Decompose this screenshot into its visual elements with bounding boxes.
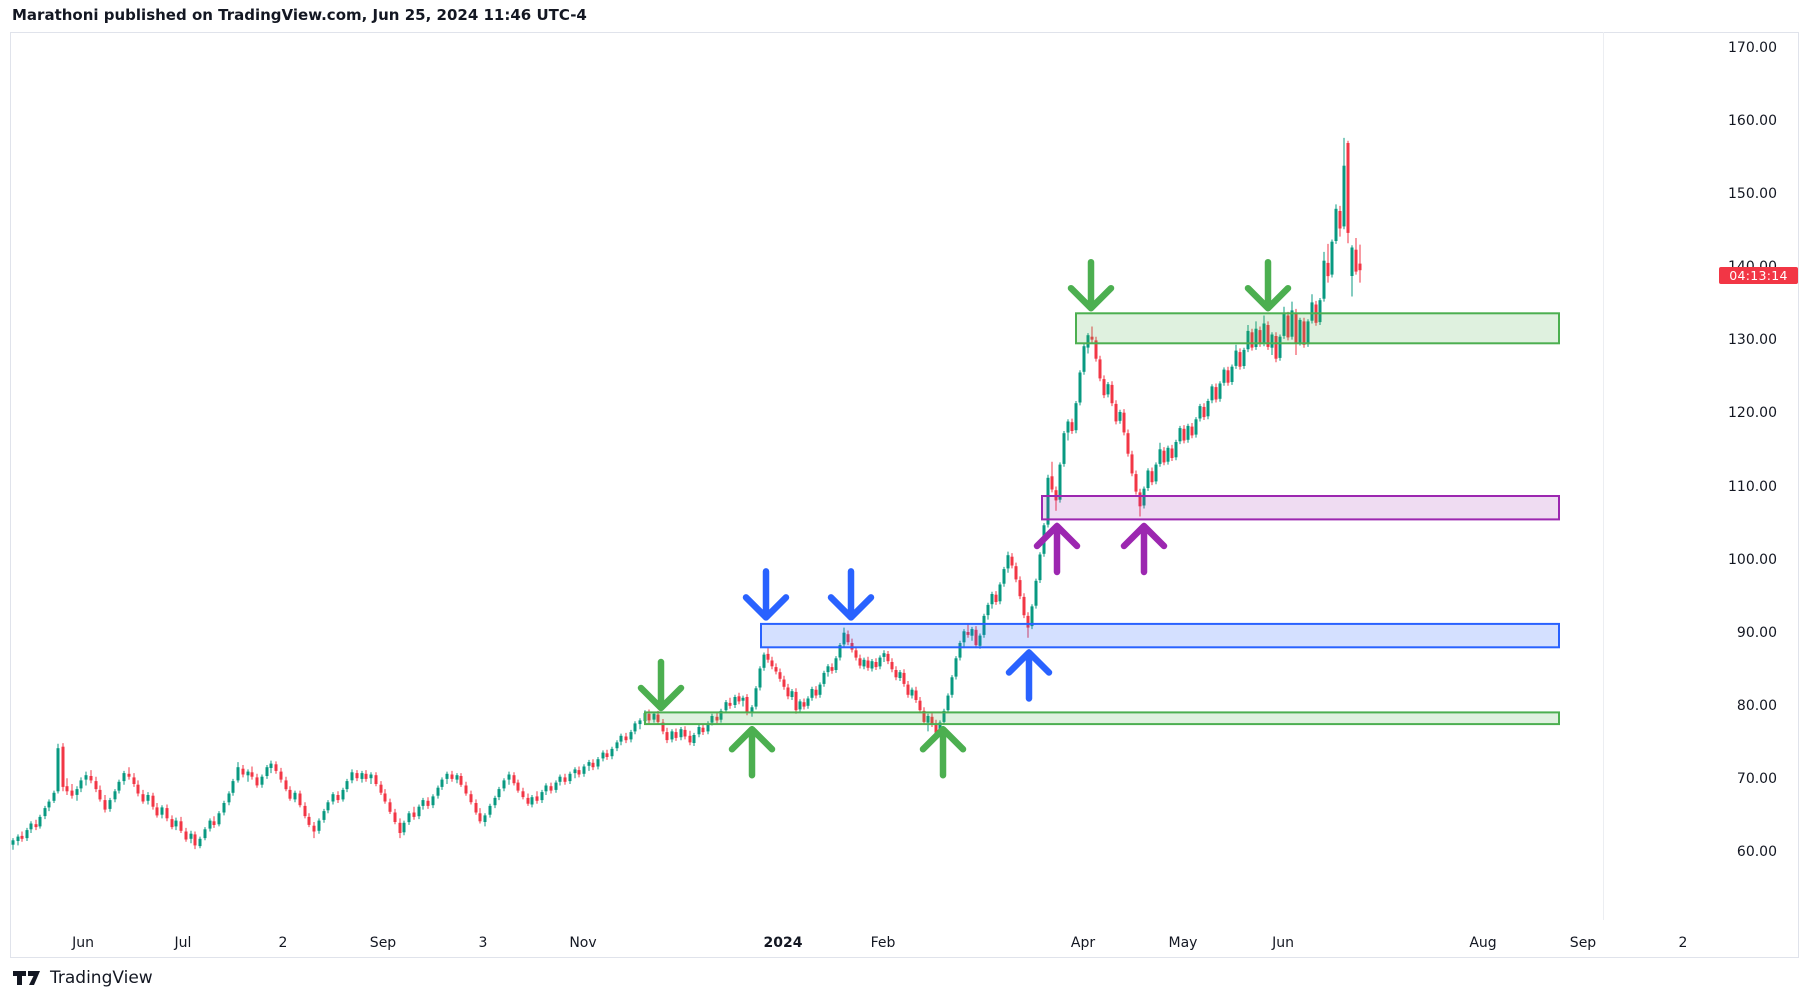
time-tick-label: Sep (1569, 935, 1597, 951)
arrow-drawings[interactable] (637, 258, 1292, 779)
time-tick-label: Nov (569, 935, 597, 951)
demand-zone-purple[interactable] (1041, 495, 1560, 521)
time-tick-label: Sep (369, 935, 397, 951)
purple-up-arrow-1[interactable] (1033, 522, 1081, 576)
time-tick-label: Feb (870, 935, 896, 951)
green-down-arrow-2[interactable] (1067, 258, 1115, 312)
time-tick-label: 2 (278, 935, 288, 951)
price-tick-label: 80.00 (1736, 697, 1777, 714)
tradingview-icon (13, 971, 40, 985)
price-axis-separator (1603, 32, 1604, 920)
green-down-arrow-3[interactable] (1244, 258, 1292, 312)
price-tick-label: 120.00 (1728, 405, 1777, 422)
time-tick-label: Jun (1272, 935, 1294, 951)
price-tick-label: 100.00 (1728, 551, 1777, 568)
price-tick-label: 90.00 (1736, 624, 1777, 641)
price-tick-label: 150.00 (1728, 186, 1777, 203)
countdown-badge: 04:13:14 (1719, 267, 1798, 284)
zone-drawings[interactable] (644, 312, 1560, 726)
time-tick-label: 3 (478, 935, 488, 951)
time-axis[interactable]: Jun Jul 2 Sep 3 Nov 2024 Feb Apr May Jun Aug Sep 2 (10, 925, 1799, 958)
blue-down-arrow-1[interactable] (742, 568, 790, 621)
supply-zone-upper-green[interactable] (1075, 312, 1560, 345)
price-tick-label: 160.00 (1728, 113, 1777, 130)
time-tick-label: Aug (1469, 935, 1497, 951)
time-tick-label: Apr (1070, 935, 1096, 951)
flip-zone-blue[interactable] (760, 622, 1560, 649)
blue-up-arrow-1[interactable] (1005, 649, 1053, 702)
time-tick-label: Jun (72, 935, 94, 951)
chart-widget-border (10, 32, 1799, 958)
price-axis[interactable]: 170.00160.00150.00140.00130.00120.00110.… (1603, 32, 1799, 958)
time-tick-label: 2 (1678, 935, 1688, 951)
purple-up-arrow-2[interactable] (1120, 522, 1168, 576)
price-tick-label: 70.00 (1736, 770, 1777, 787)
time-tick-label: Jul (174, 935, 192, 951)
price-tick-label: 60.00 (1736, 843, 1777, 860)
green-up-arrow-2[interactable] (919, 725, 967, 779)
blue-down-arrow-2[interactable] (827, 568, 875, 621)
green-up-arrow-1[interactable] (728, 725, 776, 779)
attribution-text: Marathoni published on TradingView.com, … (12, 6, 587, 24)
green-down-arrow-1[interactable] (637, 658, 685, 712)
demand-zone-lower-green[interactable] (644, 711, 1560, 726)
time-tick-label: May (1168, 935, 1198, 951)
candlestick-series (11, 137, 1362, 850)
tradingview-logo-text: TradingView (50, 968, 153, 988)
price-tick-label: 130.00 (1728, 332, 1777, 349)
countdown-text: 04:13:14 (1729, 268, 1788, 283)
price-tick-label: 110.00 (1728, 478, 1777, 495)
price-tick-label: 170.00 (1728, 40, 1777, 56)
time-tick-label: 2024 (763, 935, 803, 951)
tradingview-logo[interactable]: TradingView (13, 968, 153, 988)
